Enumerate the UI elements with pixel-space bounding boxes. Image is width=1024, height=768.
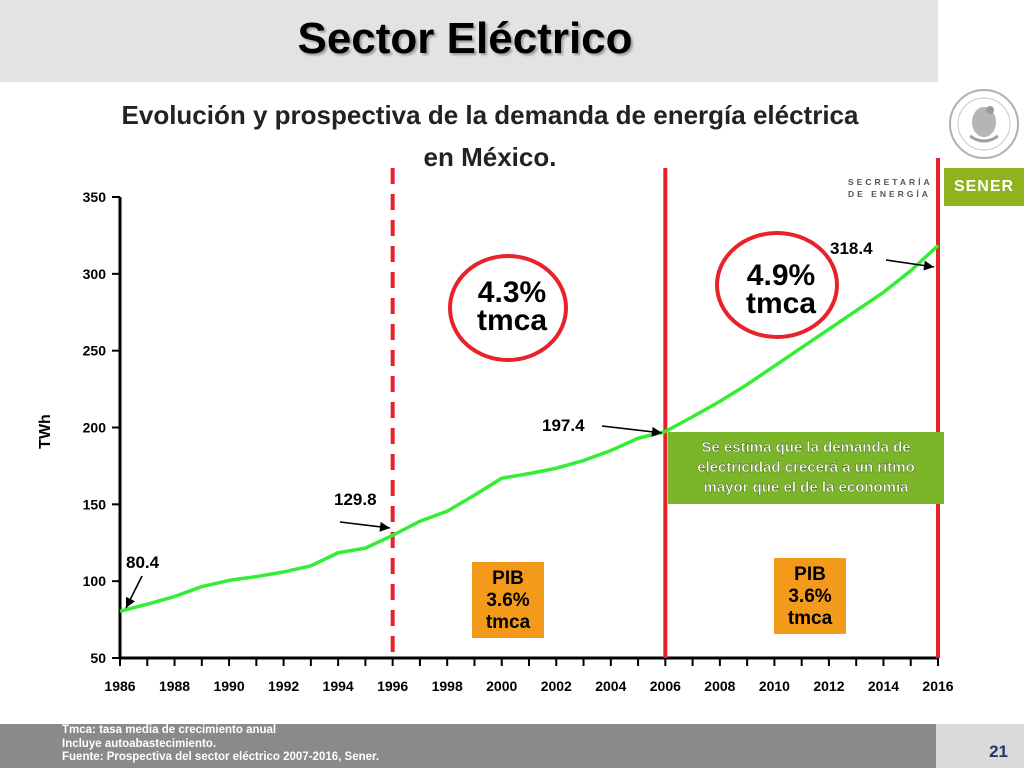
footer-note-source: Fuente: Prospectiva del sector eléctrico… xyxy=(62,751,380,763)
pib-1986-2006-box xyxy=(472,562,544,638)
x-tick-label: 1990 xyxy=(213,678,244,694)
footer-bar xyxy=(0,724,936,768)
pib-2006-2016-unit: tmca xyxy=(788,608,833,629)
growth-rate-1: 4.3% xyxy=(478,276,546,309)
demand-series-line xyxy=(119,244,940,613)
secretaria-line1: SECRETARÍA xyxy=(848,177,933,187)
growth-ellipse-1986-1996 xyxy=(448,254,568,362)
growth-rate-1-unit: tmca xyxy=(477,304,547,337)
x-tick-label: 1992 xyxy=(268,678,299,694)
growth-rate-2-unit: tmca xyxy=(746,287,816,320)
footer-notes: Tmca: tasa media de crecimiento anual In… xyxy=(62,724,379,765)
pib-1986-2006-unit: tmca xyxy=(486,612,531,633)
x-tick-label: 2004 xyxy=(595,678,626,694)
pib-2006-2016-label: PIB xyxy=(794,564,826,585)
secretaria-text: SECRETARÍA DE ENERGÍA xyxy=(848,176,933,200)
data-label-arrowhead-2016 xyxy=(923,260,934,271)
data-label-1996: 129.8 xyxy=(334,490,377,509)
forecast-note-line-2: electricidad crecerá a un ritmo xyxy=(697,459,915,476)
x-tick-label: 1996 xyxy=(377,678,408,694)
pib-2006-2016-box xyxy=(774,558,846,634)
x-tick-label: 2016 xyxy=(922,678,953,694)
secretaria-line2: DE ENERGÍA xyxy=(848,189,931,199)
x-tick-label: 2000 xyxy=(486,678,517,694)
data-label-arrow-2006 xyxy=(601,425,663,434)
pib-1986-2006-label: PIB xyxy=(492,568,524,589)
x-tick-label: 1986 xyxy=(104,678,135,694)
y-axis-label: TWh xyxy=(37,414,54,449)
data-label-1986: 80.4 xyxy=(126,553,160,572)
pib-2006-2016-value: 3.6% xyxy=(788,586,831,607)
pib-1986-2006-value: 3.6% xyxy=(486,590,529,611)
page-number-box xyxy=(936,724,1024,768)
y-tick-label: 250 xyxy=(83,343,107,359)
slide-title: Sector Eléctrico xyxy=(297,14,633,63)
y-tick-label: 200 xyxy=(83,420,107,436)
x-tick-label: 1998 xyxy=(432,678,463,694)
x-tick-label: 2010 xyxy=(759,678,790,694)
sener-logo: SENER xyxy=(944,168,1024,206)
data-label-2016: 318.4 xyxy=(830,239,873,258)
growth-ellipse-2006-2016 xyxy=(715,231,839,339)
data-label-arrowhead-2006 xyxy=(651,426,662,437)
footer-note-tmca: Tmca: tasa media de crecimiento anual xyxy=(62,724,277,736)
page-number: 21 xyxy=(989,742,1008,761)
footer-note-autoabastecimiento: Incluye autoabastecimiento. xyxy=(62,737,217,750)
y-tick-label: 300 xyxy=(83,266,107,282)
forecast-note-box xyxy=(668,432,944,504)
data-label-arrowhead-1996 xyxy=(379,521,390,532)
title-bar xyxy=(0,0,938,82)
data-label-arrowhead-1986 xyxy=(126,596,135,608)
y-tick-label: 100 xyxy=(83,573,107,589)
x-tick-label: 2014 xyxy=(868,678,899,694)
y-tick-label: 350 xyxy=(83,189,107,205)
y-tick-label: 150 xyxy=(83,496,107,512)
x-tick-label: 2002 xyxy=(541,678,572,694)
x-tick-label: 1988 xyxy=(159,678,190,694)
chart-title-line2: en México. xyxy=(423,142,557,172)
x-tick-label: 1994 xyxy=(323,678,354,694)
y-tick-label: 50 xyxy=(90,650,106,666)
chart-title-line1: Evolución y prospectiva de la demanda de… xyxy=(121,100,859,130)
x-tick-label: 2012 xyxy=(813,678,844,694)
x-tick-label: 2006 xyxy=(650,678,681,694)
growth-rate-2: 4.9% xyxy=(747,259,815,292)
forecast-note-line-3: mayor que el de la economía xyxy=(703,479,909,496)
data-label-2006: 197.4 xyxy=(542,416,585,435)
mexican-coat-of-arms-seal-icon xyxy=(949,89,1019,159)
x-tick-label: 2008 xyxy=(704,678,735,694)
forecast-note-line-1: Se estima que la demanda de xyxy=(701,439,910,456)
